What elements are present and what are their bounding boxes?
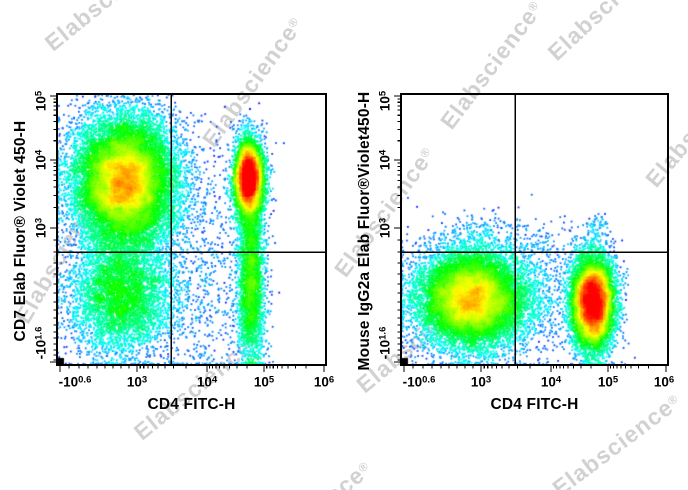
density-scatter-canvas-left	[57, 94, 326, 365]
x-axis-title-left-text: CD4 FITC-H	[147, 396, 236, 413]
density-scatter-canvas-right	[401, 94, 668, 365]
y-axis-title-right-text: Mouse IgG2a Elab Fluor®Violet450-H	[356, 91, 373, 370]
y-axis-title-left-text: CD7 Elab Fluor® Violet 450-H	[12, 120, 29, 341]
plot-frame-left	[50, 93, 327, 372]
plot-frame-right	[394, 93, 669, 372]
x-axis-title-right-text: CD4 FITC-H	[490, 396, 579, 413]
